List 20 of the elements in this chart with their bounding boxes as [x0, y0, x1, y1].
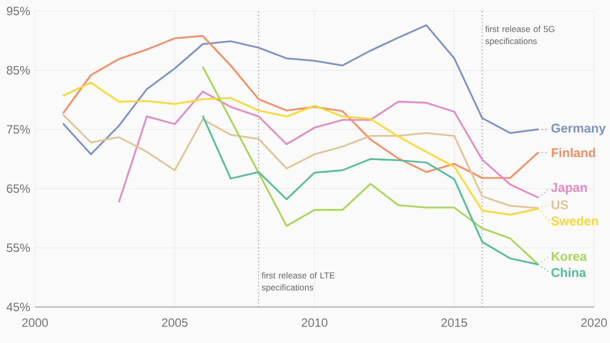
legend-label: Finland	[552, 148, 596, 158]
legend-label: Korea	[552, 252, 587, 261]
x-tick-label: 2020	[581, 318, 607, 327]
y-tick-label: 65%	[6, 184, 30, 193]
ref-line-label: first release of 5G specifications	[485, 26, 554, 46]
y-tick-label: 85%	[6, 66, 30, 74]
legend-label: China	[551, 268, 586, 278]
y-tick-label: 45%	[6, 302, 30, 312]
legend-label: Japan	[551, 183, 587, 194]
x-tick-label: 2000	[22, 318, 48, 327]
x-tick-label: 2015	[442, 318, 468, 327]
ref-line-label: first release of LTE specifications	[262, 272, 335, 292]
y-tick-label: 55%	[6, 244, 30, 252]
x-tick-label: 2010	[302, 318, 328, 327]
legend-label: Sweden	[551, 216, 598, 226]
x-tick-label: 2005	[162, 318, 188, 327]
y-tick-label: 75%	[6, 125, 30, 134]
legend-label: US	[552, 200, 568, 210]
legend-label: Germany	[551, 124, 606, 136]
y-tick-label: 95%	[6, 6, 30, 16]
